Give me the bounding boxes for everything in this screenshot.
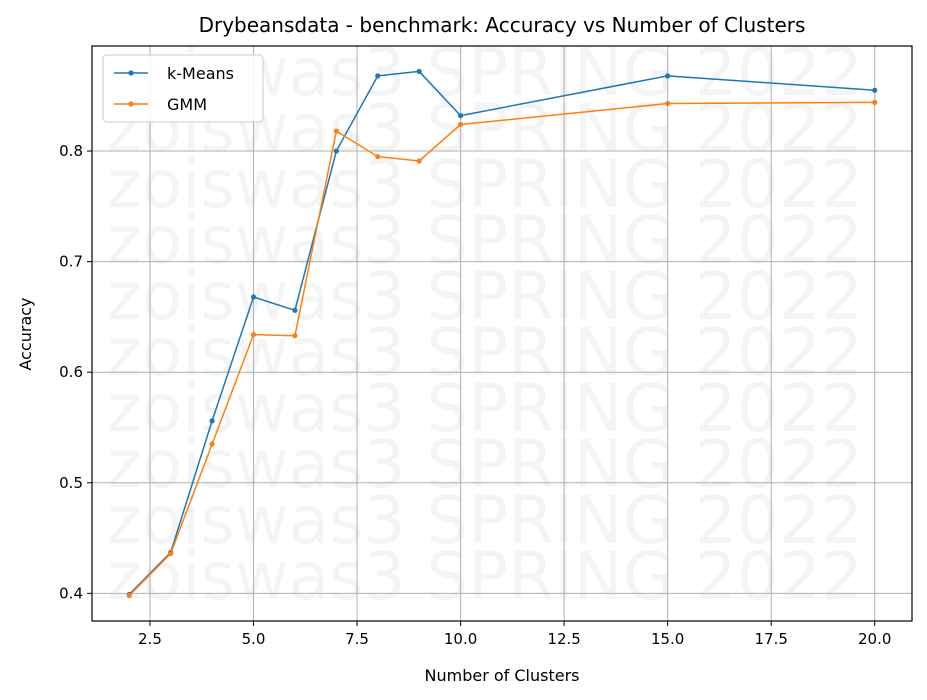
data-point-k-means — [209, 418, 215, 424]
x-tick-label: 15.0 — [651, 630, 684, 648]
x-tick-label: 10.0 — [444, 630, 477, 648]
series-gmm — [126, 99, 878, 599]
data-point-gmm — [126, 592, 132, 599]
x-tick-label: 7.5 — [345, 630, 369, 648]
data-point-gmm — [375, 153, 381, 160]
data-point-gmm — [168, 550, 174, 557]
watermark-text: zoiswas3 SPRING 2022 — [107, 258, 863, 335]
data-point-gmm — [457, 121, 464, 128]
x-tick-label: 2.5 — [138, 630, 162, 648]
legend-label-kmeans: k-Means — [167, 64, 234, 83]
data-point-k-means — [665, 73, 671, 79]
x-axis-label: Number of Clusters — [425, 666, 580, 685]
data-point-gmm — [292, 333, 298, 339]
data-point-k-means — [375, 73, 381, 79]
data-point-gmm — [416, 158, 422, 164]
data-point-k-means — [333, 148, 339, 154]
data-point-gmm — [250, 332, 257, 338]
series-layer — [126, 68, 878, 599]
data-point-gmm — [665, 100, 671, 107]
legend-marker-kmeans — [128, 70, 134, 76]
x-tick-label: 17.5 — [754, 630, 787, 648]
watermark-text: zoiswas3 SPRING 2022 — [107, 146, 863, 223]
legend-marker-gmm — [128, 101, 134, 107]
data-point-k-means — [416, 68, 422, 75]
y-tick-label: 0.5 — [59, 474, 83, 492]
watermark-text: zoiswas3 SPRING 2022 — [107, 202, 863, 279]
y-axis-label: Accuracy — [16, 297, 35, 370]
watermark-text: zoiswas3 SPRING 2022 — [107, 426, 863, 503]
watermark-text: zoiswas3 SPRING 2022 — [107, 482, 863, 559]
data-point-gmm — [872, 99, 878, 105]
data-point-gmm — [209, 441, 215, 447]
plot-frame — [91, 45, 913, 622]
x-tick-label: 12.5 — [547, 630, 580, 648]
y-tick-label: 0.7 — [59, 253, 83, 271]
watermark-text: zoiswas3 SPRING 2022 — [107, 314, 863, 391]
y-tick-label: 0.4 — [59, 584, 83, 602]
legend-label-gmm: GMM — [167, 95, 207, 114]
data-point-k-means — [292, 307, 298, 313]
x-axis-ticks: 2.5 5.0 7.5 10.0 12.5 15.0 17.5 20.0 — [138, 621, 891, 648]
y-tick-label: 0.8 — [59, 142, 83, 160]
legend: k-Means GMM — [102, 54, 264, 123]
y-axis-ticks: 0.4 0.5 0.6 0.7 0.8 — [59, 142, 92, 602]
legend-box — [102, 54, 264, 123]
watermark-text: zoiswas3 SPRING 2022 — [107, 370, 863, 447]
y-tick-label: 0.6 — [59, 363, 83, 381]
data-point-k-means — [250, 294, 257, 300]
data-point-k-means — [457, 113, 464, 119]
data-point-k-means — [872, 87, 878, 93]
chart-title: Drybeansdata - benchmark: Accuracy vs Nu… — [199, 13, 806, 37]
x-tick-label: 5.0 — [242, 630, 266, 648]
watermark-text: zoiswas3 SPRING 2022 — [107, 538, 863, 615]
grid — [92, 46, 912, 621]
x-tick-label: 20.0 — [858, 630, 891, 648]
data-point-gmm — [333, 128, 339, 134]
